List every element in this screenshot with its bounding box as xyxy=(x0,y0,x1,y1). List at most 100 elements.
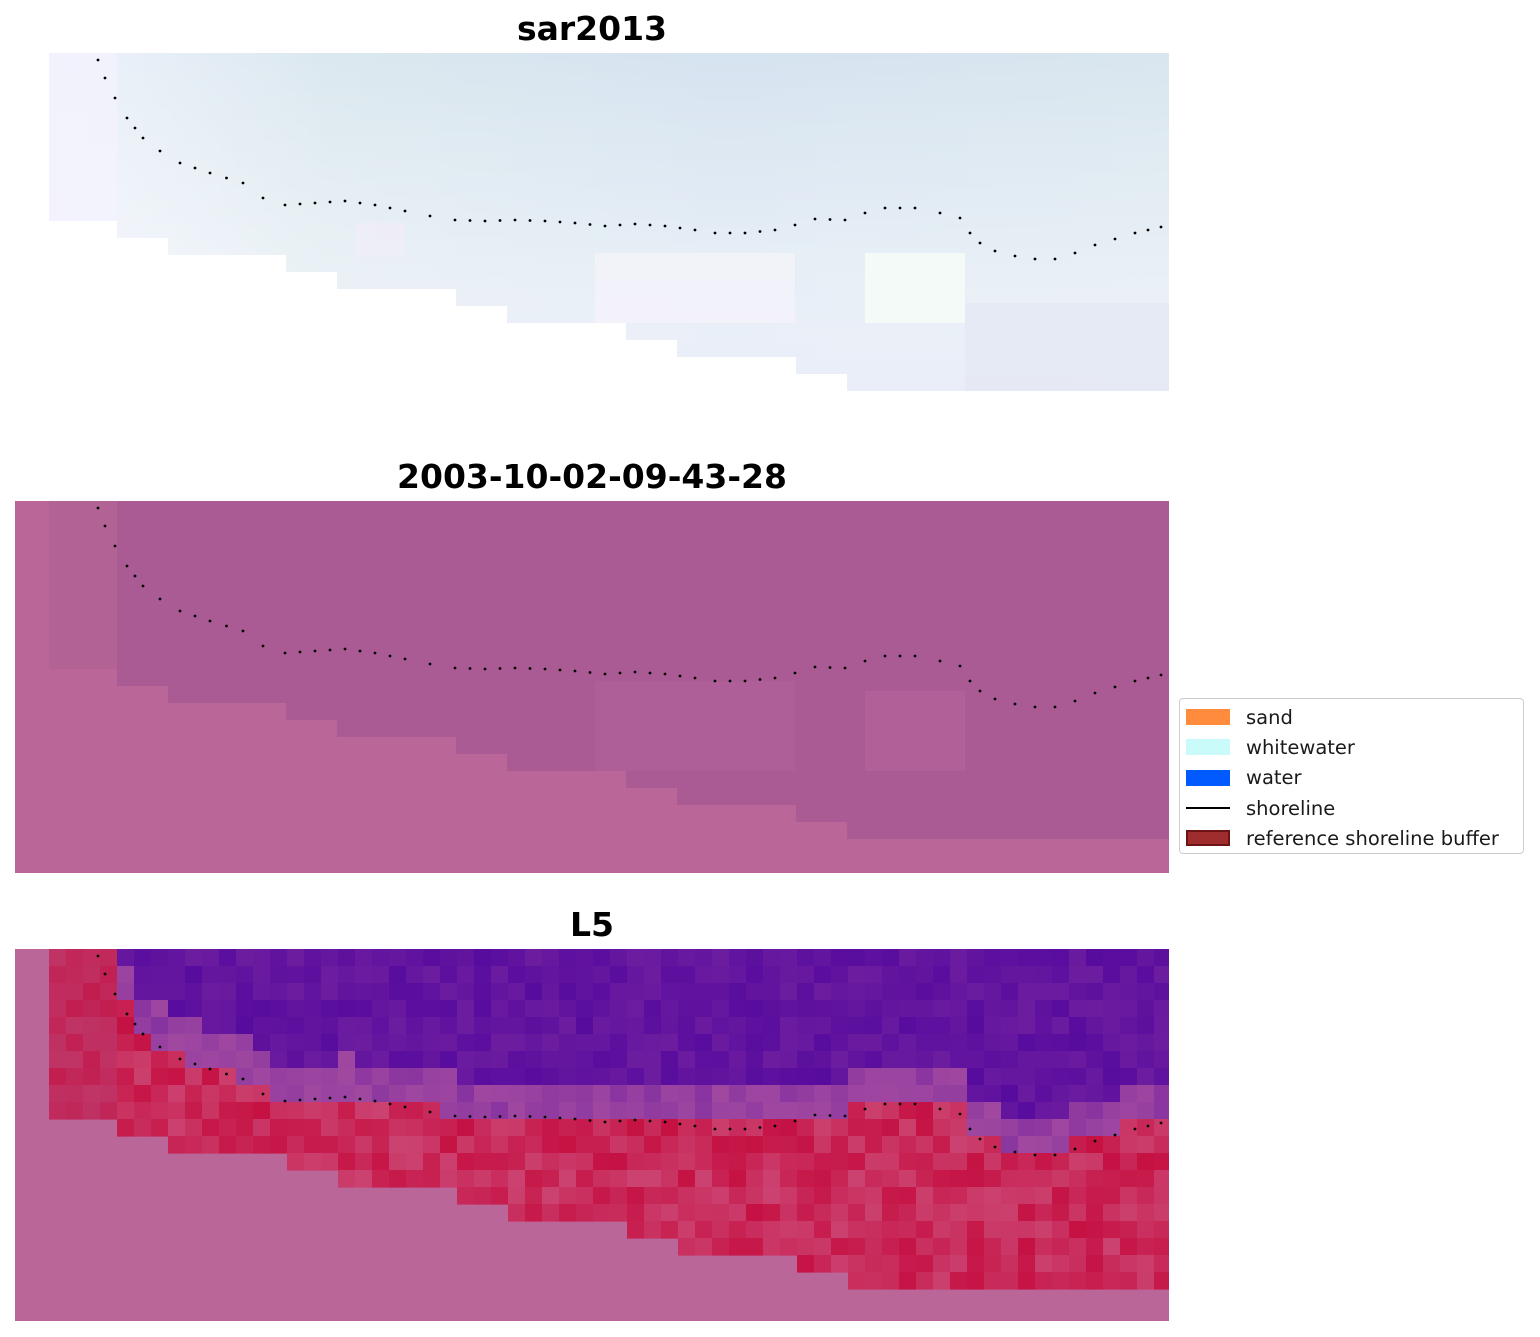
shoreline-dot xyxy=(1073,699,1077,703)
legend-swatch-sand xyxy=(1186,709,1230,726)
shoreline-dot xyxy=(678,226,682,230)
shoreline-dot xyxy=(633,222,637,226)
shoreline-dot xyxy=(693,228,697,232)
shoreline-dot xyxy=(468,667,472,670)
shoreline-dot xyxy=(1013,702,1017,706)
shoreline-dot xyxy=(1013,1150,1017,1154)
shoreline-dot xyxy=(343,199,347,203)
shoreline-dot xyxy=(103,972,107,976)
shoreline-dot xyxy=(993,249,997,253)
shoreline-dot xyxy=(663,672,667,676)
legend-item-shoreline: shoreline xyxy=(1186,793,1523,823)
shoreline-dot xyxy=(558,220,562,224)
shoreline-dot xyxy=(193,166,197,170)
shoreline-dot xyxy=(543,219,547,223)
shoreline-dot xyxy=(938,659,942,663)
shoreline-dot xyxy=(428,214,432,218)
shoreline-dot xyxy=(178,161,182,165)
shoreline-dot xyxy=(283,651,287,655)
shoreline-dot xyxy=(283,203,287,207)
shoreline-dot xyxy=(828,218,832,221)
shoreline-dot xyxy=(158,597,162,601)
shoreline-dots xyxy=(96,954,1163,1157)
shoreline-dot xyxy=(958,664,962,668)
shoreline-dot xyxy=(1053,705,1057,709)
legend-label: reference shoreline buffer xyxy=(1246,826,1499,850)
shoreline-dot xyxy=(828,666,832,669)
shoreline-dot xyxy=(618,671,622,675)
shoreline-dot xyxy=(813,1113,817,1117)
shoreline-dot xyxy=(678,1122,682,1126)
shoreline-dot xyxy=(453,666,457,670)
shoreline-dot xyxy=(328,200,332,204)
shoreline-dot xyxy=(993,1145,997,1149)
shoreline-dot xyxy=(1033,705,1037,709)
shoreline-dot xyxy=(938,211,942,215)
shoreline-dot xyxy=(958,1112,962,1116)
shoreline-dot xyxy=(298,1098,302,1102)
shoreline-dot xyxy=(225,176,228,180)
shoreline-dot xyxy=(573,221,577,225)
shoreline-dot xyxy=(1113,685,1117,689)
shoreline-dots xyxy=(96,58,1163,261)
shoreline-dot xyxy=(513,218,517,222)
shoreline-dot xyxy=(328,648,332,652)
legend-swatch-reference-buffer xyxy=(1186,830,1230,847)
shoreline-dot xyxy=(1133,679,1137,683)
legend-swatch-shoreline xyxy=(1186,800,1230,816)
shoreline-dot xyxy=(298,202,302,206)
shoreline-dot xyxy=(648,1119,652,1123)
shoreline-dot xyxy=(663,1120,667,1124)
shoreline-dot xyxy=(283,1099,287,1103)
shoreline-dot xyxy=(343,647,347,651)
shoreline-dot xyxy=(158,1045,162,1049)
shoreline-dot xyxy=(793,671,797,675)
shoreline-dot xyxy=(208,619,212,623)
shoreline-dot xyxy=(1159,225,1163,229)
shoreline-dot xyxy=(898,654,902,658)
shoreline-dot xyxy=(261,644,265,648)
shoreline-dot xyxy=(773,1124,777,1128)
shoreline-dot xyxy=(498,667,502,670)
legend-item-reference-buffer: reference shoreline buffer xyxy=(1186,823,1523,853)
shoreline-dot xyxy=(663,224,667,228)
shoreline-dot xyxy=(913,1102,917,1106)
shoreline-dot xyxy=(1133,231,1137,235)
shoreline-dot xyxy=(843,1114,847,1118)
shoreline-dot xyxy=(313,1097,317,1101)
shoreline-dot xyxy=(133,126,137,130)
shoreline-dot xyxy=(978,241,982,245)
shoreline-dot xyxy=(483,667,487,671)
shoreline-dot xyxy=(358,649,362,653)
shoreline-dot xyxy=(96,506,100,510)
shoreline-dot xyxy=(978,689,982,693)
shoreline-dot xyxy=(388,206,392,210)
shoreline-dot xyxy=(241,1077,245,1081)
shoreline-dot xyxy=(883,206,887,210)
shoreline-dot xyxy=(633,670,637,674)
shoreline-dot xyxy=(588,1119,592,1122)
shoreline-dot xyxy=(343,1095,347,1099)
shoreline-dot xyxy=(693,676,697,680)
rgb-image-panel xyxy=(15,53,1169,425)
shoreline-dot xyxy=(158,149,162,153)
shoreline-dot xyxy=(388,1102,392,1106)
shoreline-dot xyxy=(588,671,592,674)
shoreline-dot xyxy=(1053,257,1057,261)
shoreline-dot xyxy=(843,218,847,222)
shoreline-dots xyxy=(96,506,1163,709)
shoreline-dot xyxy=(938,1107,942,1111)
shoreline-dot xyxy=(133,574,137,578)
shoreline-dot xyxy=(863,659,867,663)
shoreline-dot xyxy=(113,96,117,100)
shoreline-dot xyxy=(96,954,100,958)
shoreline-dot xyxy=(403,1105,407,1109)
shoreline-dot xyxy=(898,1102,902,1106)
legend-label: sand xyxy=(1246,705,1293,729)
shoreline-dot xyxy=(453,218,457,222)
shoreline-dot xyxy=(883,1102,887,1106)
shoreline-dot xyxy=(693,1124,697,1128)
shoreline-dot xyxy=(863,211,867,215)
panel-title-3: L5 xyxy=(570,905,614,944)
shoreline-dot xyxy=(498,1115,502,1118)
